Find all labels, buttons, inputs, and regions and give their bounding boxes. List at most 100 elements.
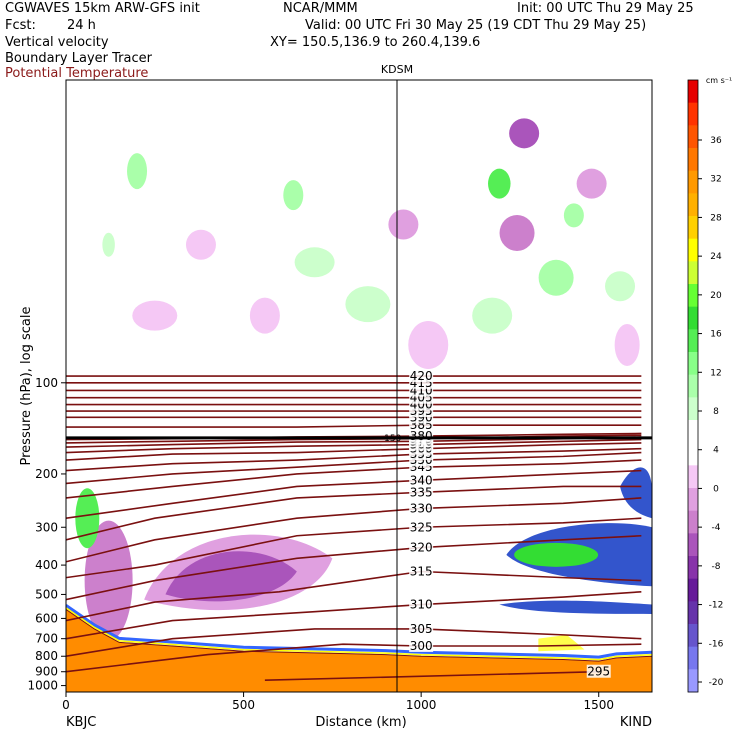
velocity-shading-patch bbox=[488, 168, 511, 199]
colorbar-tick-label: 4 bbox=[713, 446, 719, 456]
theta-label-bg bbox=[409, 597, 434, 611]
velocity-shading-patch bbox=[576, 168, 607, 199]
y-tick-label: 400 bbox=[35, 558, 58, 572]
colorbar-tick-label: 8 bbox=[713, 407, 719, 417]
field-boundary-layer: Boundary Layer Tracer bbox=[5, 51, 152, 66]
theta-contour bbox=[66, 438, 642, 454]
colorbar-swatch bbox=[688, 170, 698, 194]
velocity-shading-patch bbox=[249, 297, 280, 334]
subsidence-core bbox=[84, 520, 133, 641]
colorbar-unit: cm s⁻¹ bbox=[706, 76, 732, 85]
theta-label: 300 bbox=[410, 639, 433, 653]
colorbar-swatch bbox=[688, 556, 698, 580]
theta-label: 295 bbox=[587, 665, 610, 679]
colorbar-swatch bbox=[688, 420, 698, 444]
theta-label-bg bbox=[409, 638, 434, 652]
colorbar-swatch bbox=[688, 80, 698, 104]
colorbar-swatch bbox=[688, 284, 698, 308]
theta-label-bg bbox=[409, 369, 434, 383]
colorbar-swatch bbox=[688, 329, 698, 353]
theta-contour bbox=[66, 451, 642, 485]
theta-contour bbox=[66, 424, 642, 428]
colorbar-swatch bbox=[688, 624, 698, 648]
theta-label: 310 bbox=[410, 598, 433, 612]
fcst-value: 24 h bbox=[67, 18, 96, 33]
updraft-band bbox=[620, 467, 652, 519]
colorbar: 36 32 28 24 20 16 12 8 4 0 -4 -8 -12 -16 -20 bbox=[687, 79, 724, 693]
colorbar-swatch bbox=[688, 533, 698, 557]
field-vertical-velocity: Vertical velocity bbox=[5, 35, 109, 50]
colorbar-swatch bbox=[688, 238, 698, 262]
title-left: CGWAVES 15km ARW-GFS init bbox=[5, 1, 200, 16]
terrain-edge bbox=[538, 634, 585, 652]
velocity-shading-patch bbox=[499, 214, 535, 251]
theta-label: 325 bbox=[410, 520, 433, 534]
colorbar-swatch bbox=[688, 216, 698, 240]
theta-contour bbox=[66, 570, 642, 622]
colorbar-tick-label: -12 bbox=[709, 601, 724, 611]
colorbar-tick-label: 32 bbox=[710, 175, 721, 185]
colorbar-swatch bbox=[688, 465, 698, 489]
colorbar-frame bbox=[687, 79, 699, 693]
colorbar-tick-label: 28 bbox=[710, 213, 722, 223]
velocity-shading-patch bbox=[345, 286, 391, 323]
terrain bbox=[66, 604, 652, 692]
plot-frame bbox=[65, 79, 653, 693]
colorbar-tick-label: 16 bbox=[710, 330, 722, 340]
velocity-shading-patch bbox=[472, 297, 513, 334]
colorbar-swatch bbox=[688, 488, 698, 512]
colorbar-swatch bbox=[688, 601, 698, 625]
colorbar-tick-label: -20 bbox=[709, 678, 724, 688]
xy-label: XY= 150.5,136.9 to 260.4,139.6 bbox=[270, 35, 481, 50]
colorbar-swatch bbox=[688, 442, 698, 466]
theta-label-bg bbox=[409, 564, 434, 578]
colorbar-swatch bbox=[688, 261, 698, 285]
theta-contour bbox=[66, 643, 642, 673]
theta-label-bg bbox=[409, 520, 434, 534]
x-tick-label: 1500 bbox=[583, 698, 614, 712]
theta-label: 340 bbox=[410, 473, 433, 487]
colorbar-swatch bbox=[688, 102, 698, 126]
velocity-shading-patch bbox=[283, 180, 304, 211]
velocity-shading-patch bbox=[132, 300, 178, 331]
vertical-velocity-shading bbox=[75, 118, 652, 641]
theta-label: 335 bbox=[410, 485, 433, 499]
colorbar-swatch bbox=[688, 646, 698, 670]
theta-contour bbox=[66, 469, 642, 519]
theta-contour bbox=[66, 442, 642, 461]
theta-label: 330 bbox=[410, 501, 433, 515]
updraft-band bbox=[499, 600, 652, 614]
terrain-fill bbox=[66, 608, 652, 692]
terrain-edge bbox=[66, 604, 652, 659]
velocity-shading-patch bbox=[185, 229, 216, 260]
updraft-core bbox=[514, 542, 599, 567]
theta-label: 380 bbox=[410, 429, 433, 443]
colorbar-tick-label: -16 bbox=[709, 639, 724, 649]
colorbar-tick-label: -4 bbox=[712, 523, 721, 533]
velocity-shading-patch bbox=[614, 323, 640, 366]
x-tick-label: 500 bbox=[232, 698, 255, 712]
colorbar-swatch bbox=[688, 374, 698, 398]
fcst-label: Fcst: bbox=[5, 18, 36, 33]
right-endpoint: KIND bbox=[620, 715, 652, 730]
theta-contour bbox=[66, 628, 642, 658]
y-tick-label: 700 bbox=[35, 632, 58, 646]
colorbar-swatch bbox=[688, 510, 698, 534]
colorbar-swatch bbox=[688, 306, 698, 330]
theta-contours: 2953003053103153203253303353403453503553… bbox=[66, 369, 652, 682]
theta-label-bg bbox=[409, 540, 434, 554]
center-label: NCAR/MMM bbox=[283, 1, 358, 16]
theta-label: 305 bbox=[410, 622, 433, 636]
theta-contour bbox=[264, 670, 599, 682]
theta-label-bg bbox=[409, 621, 434, 635]
theta-contour bbox=[66, 534, 642, 601]
theta-contour bbox=[66, 459, 642, 499]
velocity-shading-patch bbox=[127, 153, 148, 190]
theta-label: 420 bbox=[410, 369, 433, 383]
tropopause-label: 150 bbox=[384, 434, 401, 444]
x-axis-label: Distance (km) bbox=[315, 715, 406, 730]
colorbar-tick-label: 0 bbox=[713, 484, 719, 494]
colorbar-swatch bbox=[688, 352, 698, 376]
velocity-shading-patch bbox=[605, 271, 636, 302]
